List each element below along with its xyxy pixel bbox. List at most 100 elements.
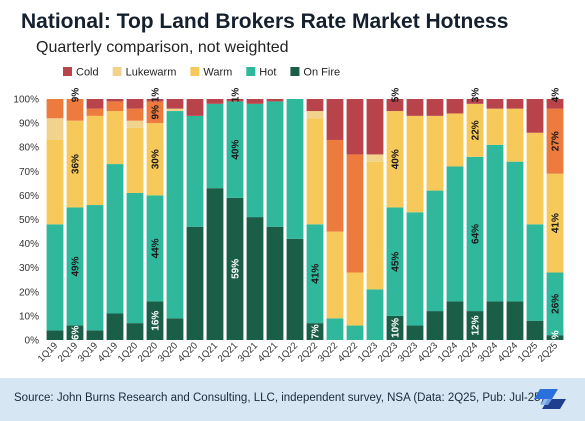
- x-tick-label: 3Q19: [76, 340, 100, 364]
- x-tick-label: 2Q19: [56, 340, 80, 364]
- bar-segment-4q19-hot: [106, 164, 124, 314]
- y-tick-label: 20%: [19, 287, 39, 298]
- bar-segment-3q22-orange: [326, 139, 344, 232]
- data-label-2q19-on-fire: 6%: [71, 325, 82, 340]
- data-label-2q23-hot: 45%: [391, 252, 402, 272]
- x-tick-label: 1Q20: [116, 340, 140, 364]
- bar-segment-3q23-hot: [406, 212, 424, 326]
- bar-segment-3q19-warm: [86, 115, 104, 206]
- bar-segment-1q21-on-fire: [206, 188, 224, 340]
- bar-segment-3q20-hot: [166, 111, 184, 319]
- bar-segment-2q21-hot: [226, 101, 244, 198]
- bar-segment-4q19-warm: [106, 111, 124, 165]
- bar-segment-3q19-on-fire: [86, 330, 104, 340]
- bar-segment-3q23-on-fire: [406, 325, 424, 340]
- x-tick-label: 4Q20: [176, 340, 200, 364]
- x-tick-label: 3Q21: [236, 340, 260, 364]
- bar-segment-1q20-lukewarm: [126, 120, 144, 128]
- x-tick-label: 1Q25: [516, 340, 540, 364]
- bar-segment-3q22-warm: [326, 231, 344, 319]
- bar-segment-2q24-hot: [466, 156, 484, 312]
- bar-segment-4q23-on-fire: [426, 311, 444, 340]
- legend-swatch-on-fire: [290, 67, 300, 76]
- bar-segment-1q25-hot: [526, 224, 544, 321]
- data-label-2q23-cold: 5%: [391, 88, 402, 103]
- bar-segment-2q25-warm: [546, 173, 564, 273]
- data-label-2q20-orange: 9%: [151, 105, 162, 120]
- bar-segment-1q20-hot: [126, 192, 144, 324]
- x-tick-label: 1Q23: [356, 340, 380, 364]
- bar-segment-2q22-warm: [306, 118, 324, 225]
- bar-segment-2q25-cold: [546, 99, 564, 109]
- bar-segment-4q22-warm: [346, 272, 364, 326]
- bar-segment-4q24-warm: [506, 108, 524, 162]
- bar-segment-2q22-hot: [306, 224, 324, 324]
- footer-bar: Source: John Burns Research and Consulti…: [0, 378, 585, 421]
- bar-segment-4q22-hot: [346, 325, 364, 340]
- data-label-2q20-cold: 1%: [151, 88, 162, 103]
- x-tick-label: 2Q23: [376, 340, 400, 364]
- y-tick-label: 60%: [19, 191, 39, 202]
- bar-segment-2q20-warm: [146, 123, 164, 196]
- data-label-2q25-hot: 26%: [551, 294, 562, 314]
- bar-segment-3q20-lukewarm: [166, 108, 184, 112]
- bar-segment-1q20-cold: [126, 99, 144, 109]
- bar-segment-1q19-warm: [46, 139, 64, 225]
- legend-swatch-lukewarm: [112, 67, 122, 76]
- data-label-2q25-orange: 27%: [551, 131, 562, 151]
- bar-segment-2q19-warm: [66, 120, 84, 208]
- legend-label-on-fire: On Fire: [303, 67, 340, 79]
- bar-segment-3q19-cold: [86, 99, 104, 109]
- bar-segment-4q20-cold: [186, 99, 204, 116]
- legend-swatch-warm: [190, 67, 200, 76]
- data-label-2q24-warm: 22%: [471, 120, 482, 140]
- bar-segment-3q20-on-fire: [166, 318, 184, 340]
- bar-segment-3q21-cold: [246, 99, 264, 104]
- bar-segment-2q20-orange: [146, 101, 164, 124]
- bar-segment-1q23-cold: [366, 99, 384, 155]
- bar-segment-1q20-orange: [126, 108, 144, 121]
- bar-segment-1q19-hot: [46, 224, 64, 331]
- data-label-2q20-hot: 44%: [151, 238, 162, 258]
- y-tick-label: 80%: [19, 143, 39, 154]
- data-label-2q21-cold: 1%: [231, 88, 242, 103]
- bar-segment-1q25-cold: [526, 99, 544, 133]
- bar-segment-1q23-hot: [366, 289, 384, 340]
- data-label-2q25-cold: 4%: [551, 88, 562, 103]
- bar-segment-2q24-cold: [466, 99, 484, 104]
- bar-segment-1q24-cold: [446, 99, 464, 114]
- bar-segment-1q20-on-fire: [126, 323, 144, 340]
- bar-segment-1q25-on-fire: [526, 320, 544, 340]
- legend-label-hot: Hot: [259, 67, 276, 79]
- data-label-2q22-hot: 41%: [311, 264, 322, 284]
- x-tick-label: 1Q19: [36, 340, 60, 364]
- legend-label-lukewarm: Lukewarm: [126, 67, 177, 79]
- page-title: National: Top Land Brokers Rate Market H…: [21, 10, 509, 33]
- y-tick-label: 50%: [19, 215, 39, 226]
- bar-segment-2q21-cold: [226, 99, 244, 102]
- x-tick-label: 2Q22: [296, 340, 320, 364]
- bar-segment-2q22-lukewarm: [306, 111, 324, 119]
- bar-segment-1q24-hot: [446, 166, 464, 302]
- data-label-2q19-cold: 9%: [71, 88, 82, 103]
- bar-segment-1q21-hot: [206, 103, 224, 189]
- bar-segment-3q19-hot: [86, 205, 104, 331]
- bar-segment-2q23-on-fire: [386, 315, 404, 340]
- bar-segment-1q19-on-fire: [46, 330, 64, 340]
- legend-swatch-hot: [246, 67, 256, 76]
- bar-segment-3q23-warm: [406, 115, 424, 213]
- bar-segment-4q21-cold: [266, 99, 284, 102]
- x-tick-label: 1Q22: [276, 340, 300, 364]
- jbrec-logo-icon: [534, 389, 566, 409]
- bar-segment-4q23-warm: [426, 115, 444, 191]
- x-tick-label: 3Q24: [476, 340, 500, 364]
- bar-segment-1q24-warm: [446, 113, 464, 167]
- bar-segment-2q19-on-fire: [66, 325, 84, 340]
- bar-segment-2q24-on-fire: [466, 311, 484, 340]
- bar-segment-2q23-cold: [386, 99, 404, 112]
- bar-segment-4q24-cold: [506, 99, 524, 109]
- bar-segment-3q24-on-fire: [486, 301, 504, 340]
- bar-segment-4q19-cold: [106, 99, 124, 102]
- bar-segment-1q24-on-fire: [446, 301, 464, 340]
- data-label-2q24-on-fire: 12%: [471, 315, 482, 335]
